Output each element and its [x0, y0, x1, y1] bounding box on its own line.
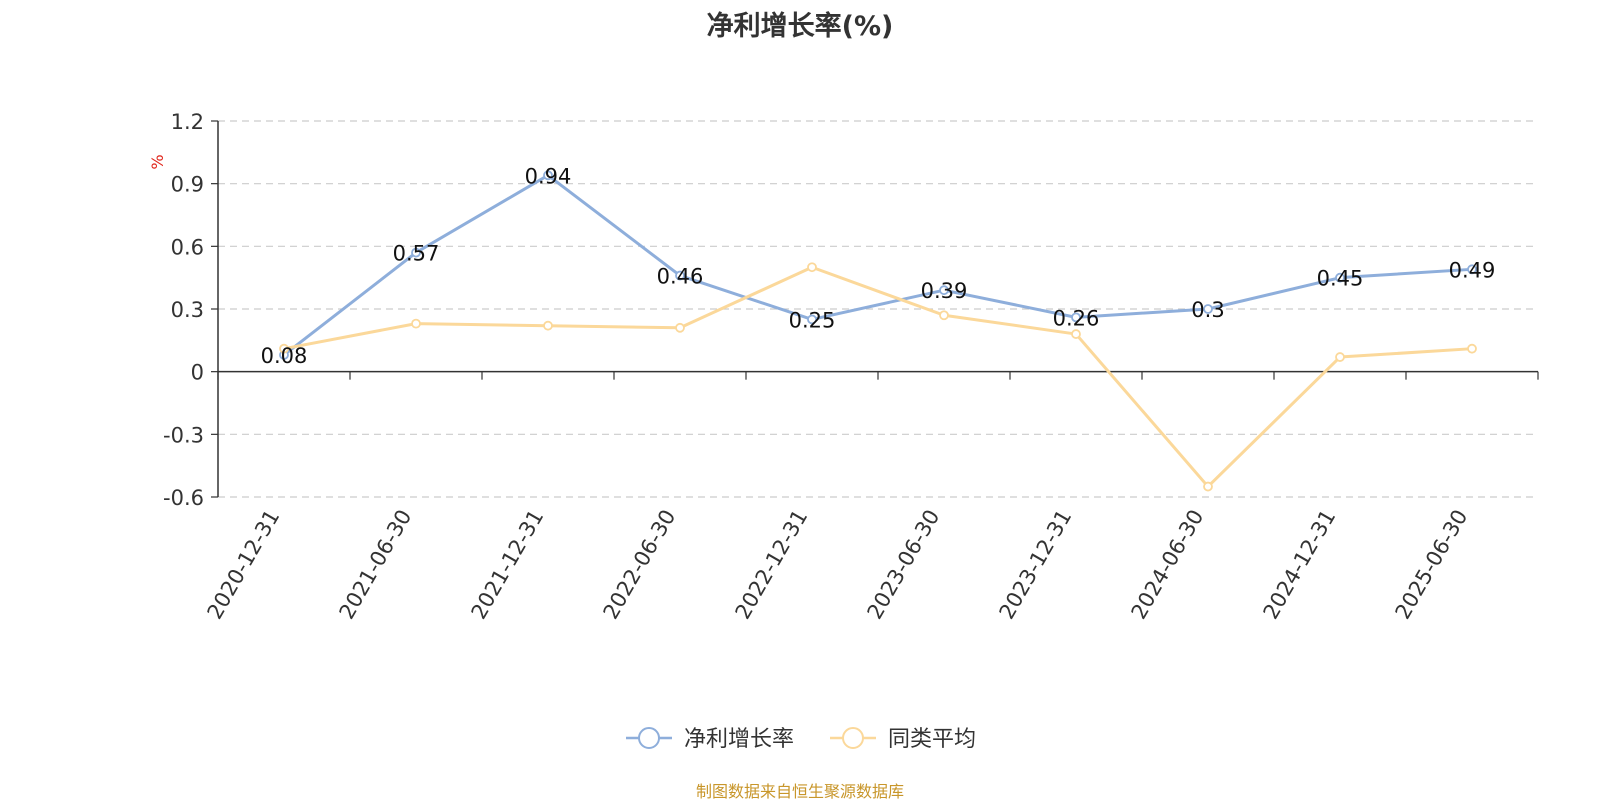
y-axis-label: %: [148, 154, 167, 169]
data-point: [807, 262, 817, 273]
data-label: 0.49: [1449, 258, 1496, 282]
x-tick-label: 2022-12-31: [731, 506, 813, 624]
y-tick-label: 0.6: [171, 235, 204, 259]
y-tick-label: -0.3: [163, 423, 204, 447]
y-tick-label: 0.3: [171, 298, 204, 322]
data-point: [1335, 272, 1345, 283]
series-line-1: [283, 173, 1473, 357]
data-label: 0.3: [1191, 298, 1224, 322]
data-label: 0.45: [1317, 267, 1364, 291]
legend-marker-2: [842, 727, 864, 749]
data-point: [1467, 264, 1477, 275]
data-label: 0.39: [921, 279, 968, 303]
data-point: [939, 310, 949, 321]
data-label: 0.94: [525, 164, 572, 188]
data-point: [1071, 329, 1081, 339]
data-source-note: 制图数据来自恒生聚源数据库: [695, 782, 904, 801]
x-tick-label: 2021-12-31: [467, 506, 549, 624]
data-label: 0.25: [789, 308, 836, 332]
y-tick-label: 0: [191, 361, 204, 385]
data-point: [1071, 312, 1081, 323]
data-label: 0.08: [261, 344, 308, 368]
data-point: [1335, 352, 1345, 362]
data-point: [675, 270, 685, 281]
data-point: [279, 343, 289, 354]
data-point: [1203, 481, 1213, 492]
legend-label-1: 净利增长率: [684, 727, 794, 752]
y-tick-label: -0.6: [163, 486, 204, 510]
data-point: [807, 314, 817, 325]
chart-title: 净利增长率(%): [706, 11, 894, 42]
y-tick-label: 1.2: [171, 110, 204, 134]
data-point: [411, 318, 421, 329]
series-line-2: [283, 265, 1473, 489]
legend-label-2: 同类平均: [888, 727, 976, 752]
legend-marker-1: [638, 727, 660, 749]
x-tick-label: 2023-12-31: [995, 506, 1077, 624]
data-label: 0.57: [393, 242, 440, 266]
x-tick-label: 2025-06-30: [1391, 506, 1473, 624]
data-point: [1467, 343, 1477, 354]
x-tick-label: 2023-06-30: [863, 506, 945, 624]
x-tick-label: 2024-06-30: [1127, 506, 1209, 624]
data-point: [1203, 304, 1213, 314]
data-point: [543, 320, 553, 331]
x-tick-label: 2021-06-30: [335, 506, 417, 624]
y-tick-label: 0.9: [171, 173, 204, 197]
data-label: 0.26: [1053, 306, 1100, 330]
x-tick-label: 2022-06-30: [599, 506, 681, 624]
data-point: [411, 247, 421, 258]
data-point: [675, 322, 685, 333]
x-tick-label: 2020-12-31: [203, 506, 285, 624]
data-label: 0.46: [657, 265, 704, 289]
x-tick-label: 2024-12-31: [1259, 506, 1341, 624]
data-point: [939, 285, 949, 296]
data-point: [543, 170, 553, 181]
